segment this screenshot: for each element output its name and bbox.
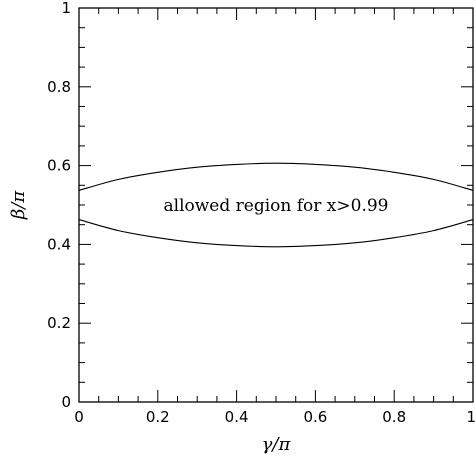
y-axis-label: β/π xyxy=(8,190,29,220)
x-tick-label: 1 xyxy=(466,408,476,426)
x-tick-label: 0 xyxy=(74,408,84,426)
y-tick-label: 1 xyxy=(61,0,71,17)
annotation-label: allowed region for x>0.99 xyxy=(164,196,389,216)
x-tick-label: 0.2 xyxy=(146,408,170,426)
curve-upper xyxy=(78,162,474,191)
x-axis-label: γ/π xyxy=(262,434,292,455)
x-tick-label: 0.8 xyxy=(382,408,406,426)
curve-lower xyxy=(78,219,474,248)
y-tick-label: 0.6 xyxy=(47,157,71,175)
y-tick-label: 0.2 xyxy=(47,314,71,332)
x-tick-label: 0.6 xyxy=(303,408,327,426)
ticks-layer xyxy=(78,7,474,403)
curves-layer xyxy=(78,162,474,248)
tick-labels-layer: 0 0.2 0.4 0.6 0.8 1 0 0.2 0.4 0.6 0.8 1 xyxy=(47,0,476,426)
x-tick-label: 0.4 xyxy=(225,408,249,426)
y-tick-label: 0.8 xyxy=(47,78,71,96)
y-tick-label: 0.4 xyxy=(47,235,71,253)
plot-frame xyxy=(78,7,474,403)
y-tick-label: 0 xyxy=(61,393,71,411)
